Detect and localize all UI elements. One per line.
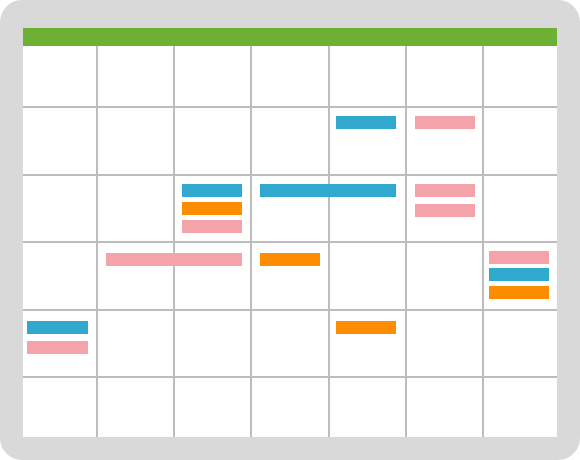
event <box>415 204 475 217</box>
event <box>415 184 475 197</box>
event <box>27 341 88 354</box>
event <box>489 286 549 299</box>
calendar-body <box>23 28 557 437</box>
event <box>260 184 396 197</box>
event <box>336 116 396 129</box>
event <box>27 321 88 334</box>
event <box>182 202 242 215</box>
grid <box>23 46 557 437</box>
event <box>336 321 396 334</box>
events <box>27 116 549 354</box>
event <box>106 253 242 266</box>
calendar-header <box>23 28 557 46</box>
event <box>260 253 320 266</box>
event <box>182 220 242 233</box>
event <box>415 116 475 129</box>
event <box>489 268 549 281</box>
event <box>489 251 549 264</box>
event <box>182 184 242 197</box>
